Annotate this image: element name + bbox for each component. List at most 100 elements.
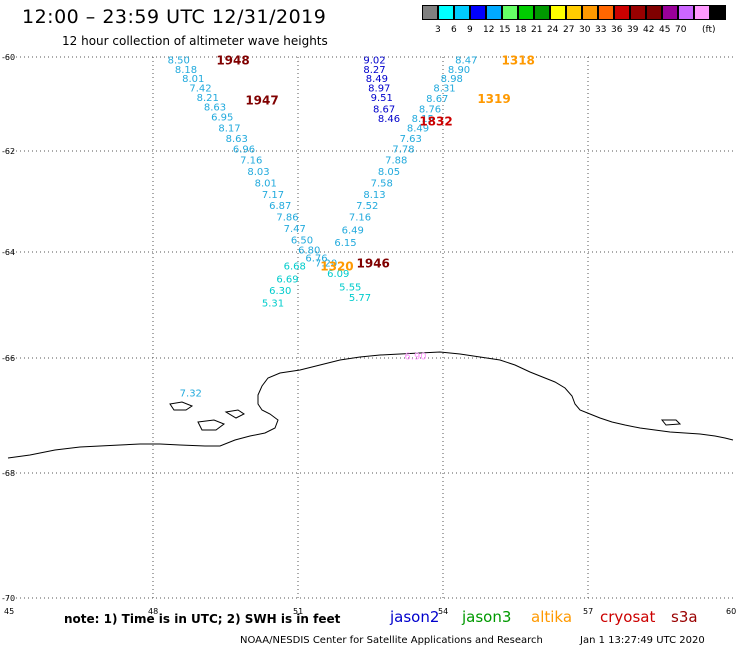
swh-value: 5.55 (339, 282, 361, 293)
swh-observations: 8.508.188.017.428.218.636.958.178.636.96… (168, 55, 478, 399)
mission-label-altika: altika (531, 608, 573, 626)
swh-value: 6.69 (276, 275, 298, 286)
legend-label: 24 (547, 25, 559, 35)
swh-value: 8.31 (433, 84, 455, 95)
swh-value: 8.67 (426, 94, 448, 105)
mission-label-cryosat: cryosat (600, 608, 656, 626)
swh-value: 6.30 (269, 286, 291, 297)
legend-swatch (534, 5, 550, 20)
legend-label: 27 (563, 25, 575, 35)
swh-value: 8.01 (182, 74, 204, 85)
swh-value: 5.31 (262, 298, 284, 309)
swh-value: 6.95 (211, 113, 233, 124)
swh-value: 6.96 (233, 145, 255, 156)
swh-value: 7.42 (189, 84, 211, 95)
swh-value: 6.15 (334, 238, 356, 249)
legend-swatch (502, 5, 518, 20)
island (224, 409, 245, 419)
swh-value: 8.97 (368, 84, 390, 95)
lon-tick-label: 57 (583, 607, 593, 616)
legend-swatch (566, 5, 582, 20)
island (660, 419, 682, 426)
legend-label: 45 (659, 25, 671, 35)
legend-label: 39 (627, 25, 639, 35)
swh-value: 8.76 (419, 105, 441, 116)
swh-value: 7.20 (315, 259, 337, 270)
legend-swatch (486, 5, 502, 20)
swh-value: 8.63 (226, 134, 248, 145)
lat-tick-label: -62 (2, 147, 15, 156)
legend-swatch (710, 5, 726, 20)
swh-value: 8.67 (373, 105, 395, 116)
legend-swatch (646, 5, 662, 20)
mission-label-jason3: jason3 (462, 608, 512, 626)
lat-tick-label: -68 (2, 469, 15, 478)
legend-label: 12 (483, 25, 495, 35)
swh-value: 7.52 (356, 201, 378, 212)
legend-swatch (550, 5, 566, 20)
lat-tick-label: -60 (2, 53, 15, 62)
mission-label-s3a: s3a (671, 608, 698, 626)
swh-value: 6.90 (404, 351, 426, 362)
swh-value: 8.90 (448, 65, 470, 76)
lat-tick-label: -70 (2, 594, 15, 603)
mission-label-jason2: jason2 (390, 608, 440, 626)
lon-tick-label: 60 (726, 607, 736, 616)
swh-value: 6.76 (305, 253, 327, 264)
swh-value: 8.47 (455, 55, 477, 66)
swh-value: 6.49 (342, 225, 364, 236)
swh-value: 6.09 (327, 269, 349, 280)
swh-value: 6.50 (291, 235, 313, 246)
swh-value: 8.03 (247, 167, 269, 178)
swh-value: 7.88 (385, 156, 407, 167)
legend-label: 42 (643, 25, 655, 35)
legend-label: (ft) (702, 25, 716, 35)
swh-value: 7.63 (400, 134, 422, 145)
legend-label: 3 (435, 25, 441, 35)
pass-time: 1318 (502, 53, 535, 67)
swh-value: 9.51 (371, 93, 393, 104)
swh-value: 8.05 (378, 167, 400, 178)
coastline (7, 351, 734, 459)
swh-value: 7.17 (262, 190, 284, 201)
swh-value: 8.27 (363, 65, 385, 76)
lon-tick-label: 45 (4, 607, 14, 616)
lat-tick-label: -64 (2, 248, 15, 257)
swh-value: 7.86 (276, 213, 298, 224)
pass-time: 1832 (419, 114, 452, 128)
swh-value: 7.16 (240, 156, 262, 167)
legend-swatch (630, 5, 646, 20)
pass-time: 1948 (216, 53, 249, 67)
lon-tick-label: 54 (438, 607, 448, 616)
swh-value: 8.17 (218, 124, 240, 135)
swh-value: 6.68 (284, 261, 306, 272)
footer-note: note: 1) Time is in UTC; 2) SWH is in fe… (64, 612, 341, 626)
legend-swatch (678, 5, 694, 20)
island (197, 419, 226, 431)
generation-timestamp: Jan 1 13:27:49 UTC 2020 (580, 635, 705, 646)
pass-time: 1320 (320, 259, 353, 273)
lon-tick-label: 51 (293, 607, 303, 616)
legend-label: 33 (595, 25, 607, 35)
lon-tick-label: 48 (148, 607, 158, 616)
island (169, 401, 194, 411)
lat-tick-label: -66 (2, 354, 15, 363)
legend-swatch (470, 5, 486, 20)
credit-line: NOAA/NESDIS Center for Satellite Applica… (240, 635, 543, 646)
pass-time: 1319 (477, 92, 510, 106)
legend-label: 6 (451, 25, 457, 35)
swh-value: 8.50 (168, 55, 190, 66)
swh-value: 8.13 (363, 190, 385, 201)
swh-value: 7.32 (180, 389, 202, 400)
swh-value: 8.15 (412, 114, 434, 125)
legend-label: 21 (531, 25, 543, 35)
legend-swatch (518, 5, 534, 20)
swh-value: 8.01 (255, 178, 277, 189)
swh-value: 7.47 (284, 224, 306, 235)
legend-label: 18 (515, 25, 527, 35)
graticule (8, 56, 733, 599)
pass-time-labels: 1948 1947 1318 1319 1832 1946 1320 (216, 53, 535, 273)
legend-swatch (422, 5, 438, 20)
legend-swatch (598, 5, 614, 20)
swh-value: 8.98 (441, 74, 463, 85)
